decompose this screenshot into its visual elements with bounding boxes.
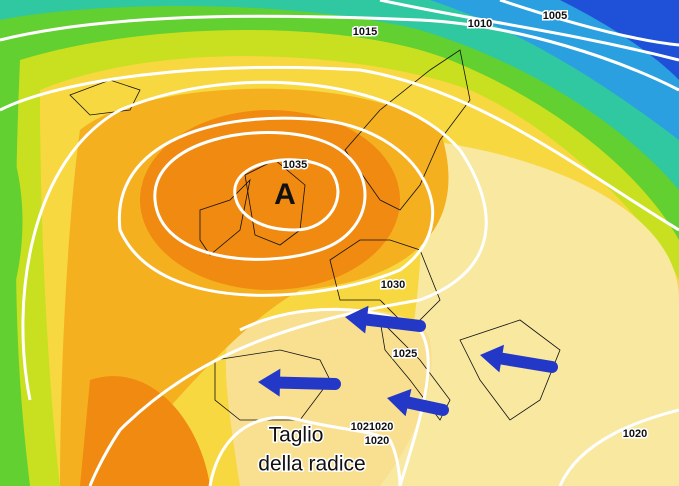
annotation: Taglio (269, 424, 324, 447)
isobar-label: 1005 (543, 10, 567, 22)
arrow-shaft (402, 396, 449, 416)
isobar-label: 1020 (623, 428, 647, 440)
isobar-label: 1030 (381, 279, 405, 291)
flow-arrows (258, 305, 558, 417)
isobar-label: 1021020 (351, 421, 394, 433)
high-pressure-label: A (274, 178, 296, 211)
isobar-label: 1010 (468, 18, 492, 30)
arrow-head (387, 388, 412, 417)
arrow-shaft (495, 352, 558, 373)
isobar-label: 1035 (283, 159, 307, 171)
annotation: della radice (258, 453, 365, 476)
arrow-head (345, 305, 369, 334)
isobar-label: 1020 (365, 435, 389, 447)
labels: 1015 1010 1005 1035 1030 1025 1021020 1020 1020 A… (257, 8, 649, 477)
isobar-label: 1025 (393, 348, 417, 360)
arrow-head (480, 344, 505, 373)
isobar-label: 1015 (353, 26, 377, 38)
arrow-head (258, 368, 281, 397)
arrow-shaft (273, 376, 341, 390)
arrow-shaft (360, 313, 426, 332)
